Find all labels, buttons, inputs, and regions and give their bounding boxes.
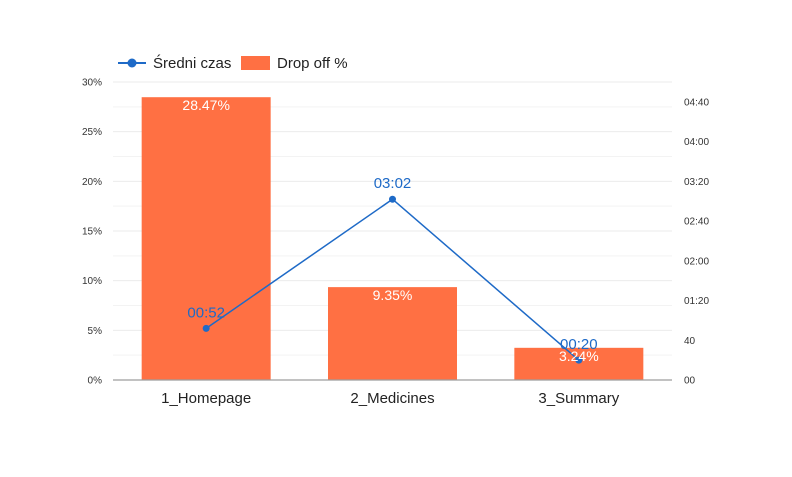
y-left-tick-label: 5% bbox=[88, 326, 103, 337]
y-right-tick-label: 03:20 bbox=[684, 177, 709, 188]
y-right-tick-label: 00 bbox=[684, 376, 696, 387]
x-tick-label: 2_Medicines bbox=[350, 390, 434, 407]
y-right-tick-label: 04:00 bbox=[684, 137, 709, 148]
bar-value-label: 9.35% bbox=[373, 287, 413, 303]
line-point bbox=[202, 324, 210, 332]
line-point bbox=[575, 356, 583, 364]
bar bbox=[514, 347, 644, 380]
data-labels: 28.47% 9.35% 3.24% 00:52 03:02 00:20 bbox=[182, 97, 598, 364]
x-tick-label: 1_Homepage bbox=[161, 390, 251, 407]
y-left-tick-label: 0% bbox=[88, 376, 103, 387]
y-right-tick-label: 02:40 bbox=[684, 217, 709, 228]
bar bbox=[141, 97, 271, 380]
y-right-tick-label: 40 bbox=[684, 336, 696, 347]
line-value-label: 00:20 bbox=[560, 336, 598, 353]
y-right-tick-label: 01:20 bbox=[684, 296, 709, 307]
line-value-label: 00:52 bbox=[187, 304, 225, 321]
y-right-tick-label: 04:40 bbox=[684, 97, 709, 108]
bar-value-label: 28.47% bbox=[182, 97, 229, 113]
x-tick-label: 3_Summary bbox=[538, 390, 619, 407]
bar bbox=[328, 287, 457, 380]
bar-series bbox=[141, 97, 644, 380]
line-point bbox=[389, 195, 396, 203]
y-left-tick-label: 15% bbox=[82, 227, 102, 238]
legend-bar-swatch bbox=[241, 56, 270, 70]
y-left-tick-label: 10% bbox=[82, 276, 102, 287]
y-left-tick-label: 20% bbox=[82, 177, 102, 188]
bar-value-label: 3.24% bbox=[559, 348, 599, 364]
legend-item-bar[interactable]: Drop off % bbox=[241, 55, 348, 72]
legend-bar-label: Drop off % bbox=[277, 55, 348, 72]
line-series bbox=[202, 195, 583, 364]
y-right-tick-label: 02:00 bbox=[684, 256, 709, 267]
legend-line-label: Średni czas bbox=[153, 54, 231, 72]
axes: 0% 5% 10% 15% 20% 25% 30% 00 40 01:20 02:00 02:40 03… bbox=[82, 78, 709, 408]
y-left-tick-label: 30% bbox=[82, 78, 102, 89]
line-value-label: 03:02 bbox=[374, 175, 412, 192]
legend-item-line[interactable]: Średni czas bbox=[118, 54, 231, 72]
legend-line-marker bbox=[127, 58, 137, 68]
y-left-tick-label: 25% bbox=[82, 127, 102, 138]
legend: Średni czas Drop off % bbox=[118, 54, 348, 72]
